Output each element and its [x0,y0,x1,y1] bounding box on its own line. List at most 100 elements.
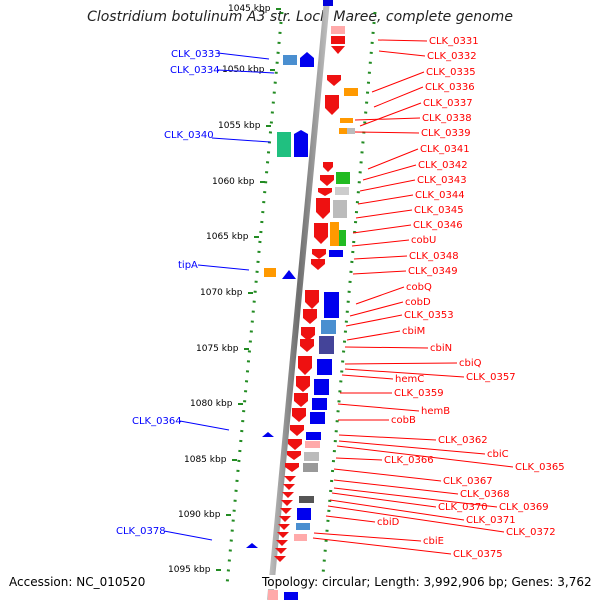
gene-feature [301,327,315,341]
leader-line [333,487,498,508]
gene-label-reverse: cbiC [487,449,509,460]
gene-label-reverse: cbiN [430,343,452,354]
leader-line [354,117,421,121]
gene-label-reverse: CLK_0339 [421,128,471,139]
gene-feature [311,259,325,270]
gene-feature [306,432,321,440]
gene-feature [285,463,299,472]
gene-feature [310,412,325,424]
gene-label-reverse: CLK_0365 [515,462,565,473]
leader-line [329,499,465,521]
gene-label-reverse: CLK_0332 [427,51,477,62]
gene-label-reverse: CLK_0345 [414,205,464,216]
gene-label-reverse: CLK_0335 [426,67,476,78]
scale-tick-label: 1065 kbp [206,232,249,242]
gene-feature [344,88,358,96]
gene-feature [281,500,293,506]
gene-label-reverse: CLK_0368 [460,489,510,500]
leader-line [338,434,437,441]
gene-feature [276,540,288,546]
leader-line [353,255,408,260]
gene-feature [303,463,318,472]
gene-label-reverse: CLK_0362 [438,435,488,446]
leader-line [333,479,459,495]
gene-label-reverse: cobQ [406,282,432,293]
leader-line [313,532,422,542]
scale-tick-label: 1070 kbp [200,288,243,298]
gene-label-reverse: CLK_0369 [499,502,549,513]
leader-line [378,50,426,57]
gene-label-reverse: cobD [405,297,431,308]
leader-line [352,224,412,234]
leader-line [359,102,422,127]
gene-feature [333,200,347,218]
gene-feature [339,128,347,134]
gene-feature [305,441,320,448]
gene-feature [321,320,336,334]
leader-line [344,346,429,349]
scale-tick-label: 1050 kbp [222,65,265,75]
leader-line [362,164,417,181]
gene-label-forward: CLK_0334 [170,65,220,76]
leader-line [355,209,413,219]
gene-feature [288,439,302,450]
gene-feature [278,524,290,530]
leader-line [337,403,420,412]
leader-line [163,530,213,541]
leader-line [377,39,428,42]
leader-line [345,314,403,327]
gene-label-reverse: CLK_0331 [429,36,479,47]
outer-forward-ring [225,11,284,586]
gene-feature [335,187,349,195]
gene-feature [316,198,330,219]
gene-feature [331,26,345,34]
gene-feature [268,590,278,600]
gene-feature [283,484,295,490]
gene-feature [312,398,327,410]
gene-feature [303,309,317,324]
leader-line [217,52,270,60]
leader-line [344,368,465,378]
gene-feature [246,543,258,548]
gene-feature [331,36,345,44]
gene-feature [339,230,346,246]
gene-feature [298,356,312,375]
scale-tick-label: 1045 kbp [228,4,271,14]
scale-tick-label: 1080 kbp [190,399,233,409]
gene-label-reverse: CLK_0341 [420,144,470,155]
gene-feature [275,548,287,554]
leader-line [349,301,404,317]
gene-label-reverse: CLK_0375 [453,549,503,560]
gene-label-reverse: CLK_0337 [423,98,473,109]
gene-feature [305,290,319,309]
gene-feature [300,339,314,352]
gene-label-reverse: cbiQ [459,358,482,369]
leader-line [333,468,442,482]
leader-line [346,330,401,341]
gene-feature [329,250,343,257]
leader-line [327,505,505,533]
gene-feature [297,508,311,520]
gene-label-forward: CLK_0364 [132,416,182,427]
gene-label-forward: CLK_0378 [116,526,166,537]
leader-line [354,131,420,134]
gene-label-forward: tipA [178,260,198,271]
leader-line [341,374,394,380]
gene-feature [296,523,310,530]
scale-tick-label: 1090 kbp [178,510,221,520]
scale-tick-label: 1055 kbp [218,121,261,131]
leader-line [344,362,458,365]
gene-feature [284,476,296,482]
leader-line [312,537,452,555]
gene-label-reverse: CLK_0353 [404,310,454,321]
gene-label-reverse: CLK_0344 [415,190,465,201]
gene-feature [318,188,332,196]
gene-feature [325,95,339,115]
gene-label-reverse: cbiE [423,536,444,547]
gene-feature [294,130,308,157]
gene-label-reverse: CLK_0372 [506,527,556,538]
gene-labels: CLK_0331 CLK_0332 CLK_0335 CLK_0336 CLK_0337… [116,36,565,560]
gene-label-reverse: CLK_0343 [417,175,467,186]
gene-label-reverse: cobB [391,415,416,426]
leader-line [355,286,405,305]
